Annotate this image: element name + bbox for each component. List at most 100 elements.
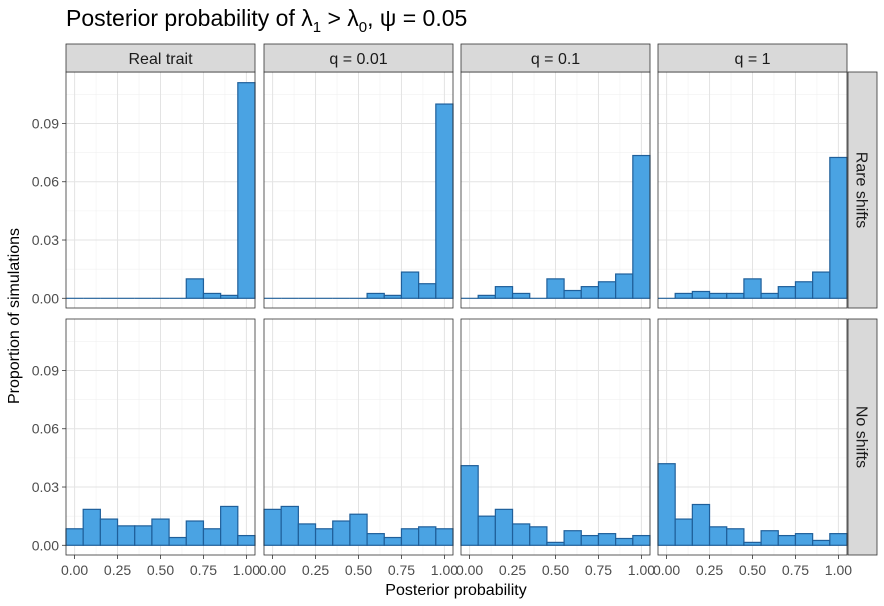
histogram-bar (314, 528, 334, 546)
histogram-bar (220, 294, 239, 299)
histogram-bar (674, 518, 693, 546)
histogram-bar (546, 541, 565, 546)
histogram-bar (185, 520, 205, 546)
histogram-bar (383, 294, 403, 299)
x-tick-label: 0.75 (190, 562, 217, 578)
histogram-bar (615, 273, 634, 299)
histogram-bar (812, 539, 831, 546)
histogram-bar (400, 528, 420, 546)
x-tick-label: 1.00 (628, 562, 655, 578)
panel-r1-c2: 0.00 0.25 0.50 0.75 1.00 (456, 318, 655, 578)
histogram-bar (597, 281, 617, 299)
histogram-bar (99, 518, 119, 546)
histogram-bar (494, 508, 514, 546)
row-strip (847, 318, 878, 556)
histogram-bar (632, 534, 651, 546)
histogram-bar (151, 518, 170, 546)
histogram-bar (280, 505, 299, 546)
histogram-bar (435, 528, 454, 546)
y-tick-label: 0.03 (32, 479, 59, 495)
x-tick-label: 0.50 (542, 562, 569, 578)
histogram-bar (794, 533, 814, 546)
histogram-bar (580, 534, 600, 546)
histogram-bar (691, 503, 711, 546)
row-strip-label: No shifts (853, 406, 870, 468)
histogram-bar (435, 103, 454, 299)
histogram-bar (829, 156, 848, 299)
histogram-bar (726, 528, 745, 546)
column-strip-label: q = 1 (734, 51, 770, 68)
histogram-bar (580, 286, 600, 299)
x-tick-label: 0.75 (388, 562, 415, 578)
column-strip (657, 43, 848, 73)
y-tick-label: 0.00 (32, 290, 59, 306)
column-strip-label: q = 0.1 (531, 51, 580, 68)
histogram-bar (708, 526, 728, 546)
histogram-bar (237, 534, 256, 546)
histogram-bar (116, 525, 136, 546)
y-tick-label: 0.06 (32, 174, 59, 190)
row-strip (847, 71, 878, 309)
panel-r0-c3: q = 1 (657, 43, 848, 309)
histogram-bar (494, 286, 514, 299)
histogram-bar (477, 515, 496, 546)
histogram-bar (529, 526, 548, 546)
histogram-bar (563, 530, 582, 546)
y-tick-label: 0.03 (32, 232, 59, 248)
histogram-bar (760, 292, 779, 299)
column-strip-label: q = 0.01 (329, 51, 387, 68)
column-strip (460, 43, 651, 73)
panel-r1-c0: 0.00 0.25 0.50 0.75 1.00 0.00 0.03 0.06 0.09 (32, 318, 260, 578)
histogram-bar (65, 528, 84, 546)
x-tick-label: 0.50 (345, 562, 372, 578)
histogram-bar (743, 278, 762, 299)
histogram-bar (726, 292, 745, 299)
histogram-bar (691, 290, 711, 299)
histogram-bar (297, 523, 317, 546)
x-tick-label: 0.25 (302, 562, 329, 578)
histogram-bar (632, 154, 651, 299)
y-tick-label: 0.09 (32, 362, 59, 378)
histogram-bar (760, 530, 779, 546)
histogram-bar (777, 286, 797, 299)
y-tick-label: 0.09 (32, 115, 59, 131)
chart-title: Posterior probability of λ1 > λ0, ψ = 0.… (66, 5, 467, 36)
histogram-bar (615, 537, 634, 546)
panel-r0-c2: q = 0.1 (460, 43, 651, 309)
histogram-bar (829, 533, 848, 546)
x-tick-label: 0.00 (456, 562, 483, 578)
y-tick-label: 0.06 (32, 421, 59, 437)
panel-r0-c1: q = 0.01 (263, 43, 454, 309)
x-tick-label: 1.00 (431, 562, 458, 578)
panel-r0-c0: Real trait 0.00 0.03 0.06 0.09 (32, 43, 256, 309)
row-strip-label: Rare shifts (853, 152, 870, 228)
x-tick-label: 0.75 (585, 562, 612, 578)
x-tick-label: 0.25 (499, 562, 526, 578)
column-strip-label: Real trait (128, 51, 193, 68)
x-tick-label: 0.25 (696, 562, 723, 578)
histogram-bar (202, 292, 222, 299)
histogram-bar (134, 525, 153, 546)
histogram-bar (777, 534, 797, 546)
x-tick-label: 0.50 (739, 562, 766, 578)
x-tick-label: 0.00 (259, 562, 286, 578)
histogram-bar (794, 281, 814, 299)
histogram-bar (708, 292, 728, 299)
x-tick-label: 1.00 (825, 562, 852, 578)
row-strip-1: No shifts (847, 318, 878, 556)
y-axis-title: Proportion of simulations (6, 228, 23, 404)
histogram-bar (743, 541, 762, 546)
x-tick-label: 0.00 (653, 562, 680, 578)
histogram-bar (812, 271, 831, 299)
x-tick-label: 0.00 (61, 562, 88, 578)
histogram-bar (263, 508, 282, 546)
panel-grid: Real trait 0.00 0.03 0.06 0.09 q = 0.01 q = 0.… (32, 43, 878, 578)
x-tick-label: 0.25 (104, 562, 131, 578)
column-strip (65, 43, 256, 73)
histogram-bar (511, 523, 531, 546)
histogram-bar (674, 292, 693, 299)
histogram-bar (82, 508, 101, 546)
histogram-bar (220, 505, 239, 546)
histogram-bar (383, 536, 403, 546)
histogram-bar (366, 292, 385, 299)
